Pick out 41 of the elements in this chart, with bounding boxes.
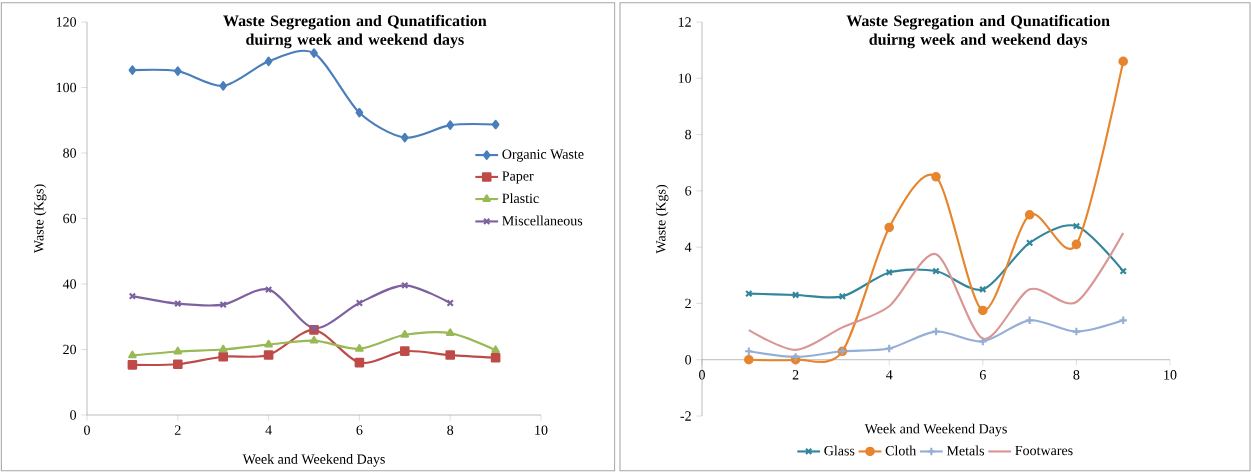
y-tick-label: 0	[685, 355, 692, 365]
x-tick-label: 4	[885, 370, 893, 380]
y-tick-label: 6	[685, 186, 692, 196]
x-tick-label: 10	[535, 425, 548, 435]
legend-label: Cloth	[885, 445, 917, 456]
y-tick-label: 80	[63, 148, 77, 158]
y-tick-label: 20	[63, 344, 77, 355]
y-tick-label: 8	[685, 129, 692, 140]
x-tick-label: 4	[265, 425, 272, 435]
y-tick-label: 10	[678, 73, 692, 84]
legend-label: Miscellaneous	[502, 215, 583, 226]
x-tick-label: 0	[699, 370, 705, 380]
chart-title: Waste Segregation and Qunatification duirng week and weekend days	[223, 14, 487, 49]
legend-label: Organic Waste	[502, 149, 584, 162]
y-tick-label: 100	[56, 82, 77, 93]
y-tick-label: 40	[62, 279, 77, 289]
y-tick-label: 4	[684, 242, 692, 252]
x-axis-title: Week and Weekend Days	[864, 423, 1007, 437]
x-tick-label: 10	[1164, 370, 1177, 380]
legend-label: Plastic	[502, 193, 539, 204]
y-tick-label: 60	[63, 213, 77, 224]
y-tick-label: 2	[685, 298, 691, 309]
x-tick-label: 8	[1073, 370, 1080, 380]
legend-label: Footwares	[1015, 445, 1073, 456]
y-tick-label: 120	[56, 17, 77, 27]
x-tick-label: 2	[174, 425, 181, 435]
chart-title: Waste Segregation and Qunatification duirng week and weekend days	[846, 14, 1110, 49]
x-tick-label: 6	[356, 425, 363, 435]
legend-label: Metals	[946, 445, 985, 456]
y-tick-label: 0	[70, 410, 77, 420]
y-axis-title: Waste (Kgs)	[655, 185, 669, 254]
x-tick-label: 0	[84, 425, 90, 435]
y-tick-label: -2	[680, 411, 691, 421]
x-tick-label: 6	[979, 370, 986, 380]
x-tick-label: 8	[447, 425, 454, 435]
y-tick-label: 12	[678, 17, 691, 27]
y-axis-title: Waste (Kgs)	[33, 184, 47, 254]
x-axis-title: Week and Weekend Days	[242, 453, 385, 467]
legend-label: Paper	[502, 171, 534, 184]
x-tick-label: 2	[792, 370, 799, 380]
legend-label: Glass	[824, 445, 855, 456]
